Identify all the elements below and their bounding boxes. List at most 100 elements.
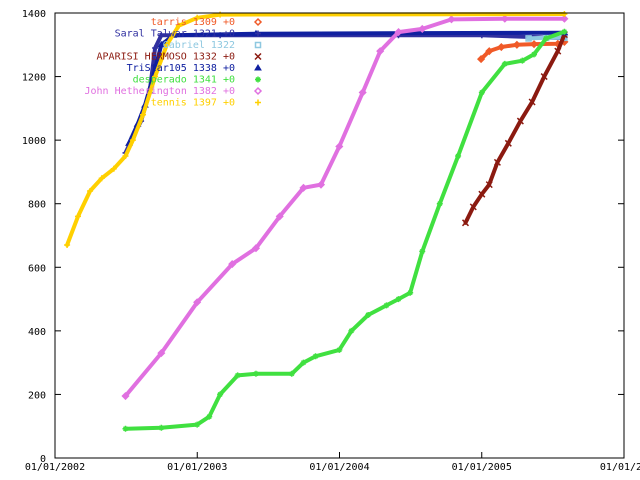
data-point [504,139,512,147]
y-tick-label: 1400 [22,9,46,20]
data-point [529,40,539,49]
data-point [394,28,403,37]
legend-marker [255,99,261,106]
y-tick-label: 200 [28,390,46,401]
data-point [501,60,508,67]
data-point [64,242,71,249]
x-tick-label: 01/01/2004 [309,462,369,473]
x-tick-label: 01/01/2003 [167,462,227,473]
data-point [447,15,456,24]
data-point [152,44,159,51]
legend-entry: Gabriel 1322 [163,40,235,51]
data-point [299,183,308,192]
data-point [140,111,147,118]
data-point [122,153,129,160]
data-point [469,203,477,211]
data-point [336,346,343,353]
data-point [206,413,213,420]
data-point [561,10,568,17]
data-point [436,200,443,207]
data-point [193,298,202,307]
data-point [516,117,524,125]
data-point [461,219,470,227]
data-point [175,22,182,29]
data-point [500,14,509,23]
x-tick-label: 01/01/2005 [452,462,512,473]
data-point [478,190,486,198]
legend-marker [253,86,263,96]
legend-marker [255,76,261,83]
series-group [121,14,569,401]
legend-marker [254,64,262,71]
data-point [335,142,344,151]
data-point [110,165,117,172]
y-tick-label: 600 [28,263,46,274]
series-layer [64,10,569,432]
data-point [251,244,261,253]
data-point [98,175,105,182]
data-point [477,55,486,64]
series-group [461,31,568,227]
data-point [512,40,521,49]
legend-entry: tarris 1309 +0 [151,17,235,28]
x-tick-label: 01/01/20 [600,462,640,473]
data-point [217,391,224,398]
data-point [152,73,159,80]
legend-entry: desperado 1341 +0 [133,75,235,86]
data-point [540,73,548,81]
y-tick-label: 1000 [22,136,46,147]
legend-entry: John Hetherington 1382 +0 [84,86,235,97]
data-point [497,42,506,52]
data-point [554,47,562,55]
data-point [74,213,81,220]
data-point [194,421,201,428]
data-point [560,14,569,23]
data-point [561,28,568,35]
data-point [419,248,426,255]
legend-marker [253,17,263,27]
y-tick-label: 400 [28,327,46,338]
data-point [376,47,385,56]
data-point [228,260,237,269]
y-tick-label: 0 [40,454,46,465]
data-point [407,289,414,296]
data-point [275,212,284,221]
data-point [383,302,390,309]
data-point [485,47,494,56]
data-point [365,311,372,318]
data-point [485,181,493,189]
data-point [418,24,427,33]
data-point [252,370,259,377]
data-point [358,88,367,97]
legend-entry: TriStar105 1338 +0 [127,63,235,74]
series-line [123,16,567,398]
data-point [543,35,550,42]
data-point [316,180,326,189]
data-point [348,327,355,334]
y-tick-label: 1200 [22,73,46,84]
legend-marker [255,30,261,37]
series-group [64,10,568,249]
data-point [312,353,319,360]
data-point [163,41,170,48]
data-point [87,188,94,194]
data-point [122,425,129,432]
data-point [158,32,165,39]
data-point [395,296,402,303]
data-point [525,35,532,42]
series-line [65,12,567,247]
axis-layer: 01/01/2002 01/01/2003 01/01/2004 01/01/2005… [22,9,640,473]
data-point [121,391,130,401]
data-point [129,137,136,144]
data-point [158,424,165,431]
data-point [300,359,307,366]
data-point [478,89,485,96]
series-line [479,39,567,62]
legend-entry: APARISI HERMOSO 1332 +0 [97,52,235,63]
data-point [234,372,241,379]
data-point [455,153,462,160]
legend-entry: tennis 1397 +0 [151,98,235,109]
x-tick-label: 01/01/2002 [25,462,85,473]
